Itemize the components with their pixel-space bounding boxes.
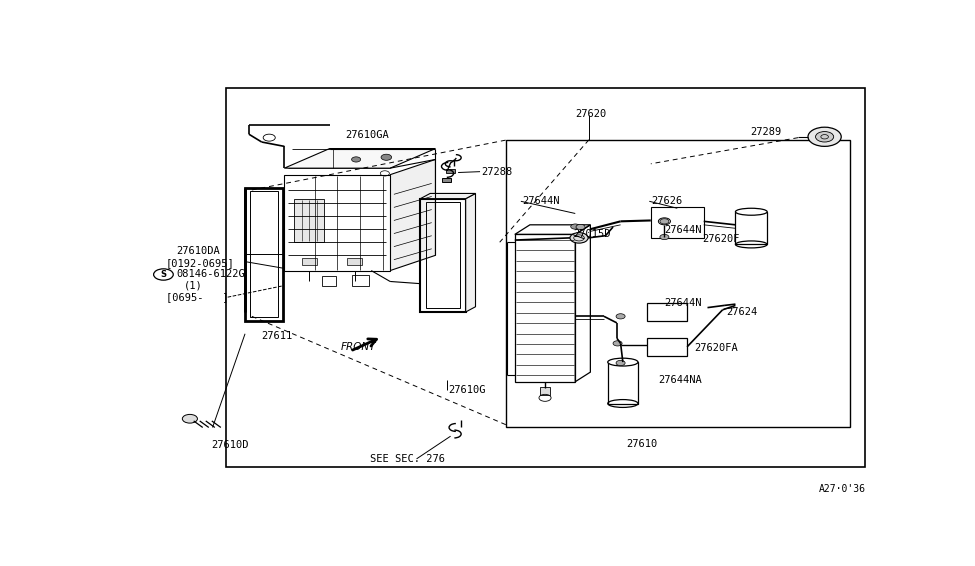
Text: 27620: 27620 [575,109,606,119]
Text: 27620F: 27620F [702,234,740,244]
Polygon shape [285,175,390,271]
Circle shape [815,131,834,142]
Text: (1): (1) [184,281,203,291]
Bar [347,258,362,265]
Circle shape [808,127,841,147]
Text: 27644N: 27644N [523,196,560,206]
Text: 27610G: 27610G [448,384,486,395]
Text: 27624: 27624 [726,307,758,317]
Circle shape [570,233,588,243]
Circle shape [182,414,197,423]
Bar [443,178,451,182]
Text: A27·0'36: A27·0'36 [819,484,866,494]
Circle shape [570,224,580,229]
Text: 27289: 27289 [751,127,782,138]
Text: 27644N: 27644N [664,225,702,235]
Text: FRONT: FRONT [341,342,376,352]
Ellipse shape [735,208,767,215]
Text: 27610: 27610 [627,439,658,449]
Bar [540,387,550,395]
Bar [446,169,455,173]
Polygon shape [285,148,436,168]
Polygon shape [466,194,476,312]
Text: 27620FA: 27620FA [694,343,738,353]
Polygon shape [390,160,436,271]
Circle shape [381,154,392,160]
Ellipse shape [607,358,638,366]
Circle shape [576,224,585,230]
Text: 27626: 27626 [651,196,682,206]
Text: 27610GA: 27610GA [345,131,388,140]
Text: 27644NA: 27644NA [658,375,702,384]
Text: 08146-6122G: 08146-6122G [176,269,245,280]
Text: 27015D: 27015D [573,229,611,239]
Circle shape [352,157,361,162]
Bar [607,362,638,404]
Text: [0192-0695]: [0192-0695] [166,258,234,268]
Bar [322,276,335,286]
Polygon shape [294,199,325,242]
Circle shape [660,234,669,239]
Text: 27611: 27611 [261,331,292,341]
Polygon shape [420,194,476,199]
Bar [301,258,317,265]
Text: 27610DA: 27610DA [176,246,220,256]
Text: 27610D: 27610D [211,440,249,450]
Bar [506,140,849,427]
Bar [735,212,767,245]
Bar [352,275,369,286]
Text: [0695-   ]: [0695- ] [166,292,228,302]
Circle shape [660,218,669,224]
Text: 27644N: 27644N [664,298,702,308]
Text: 27288: 27288 [482,166,513,177]
Circle shape [613,341,622,346]
Circle shape [616,314,625,319]
Bar [226,88,865,467]
Text: SEE SEC. 276: SEE SEC. 276 [370,454,445,464]
Circle shape [616,361,625,366]
Text: S: S [161,270,167,279]
